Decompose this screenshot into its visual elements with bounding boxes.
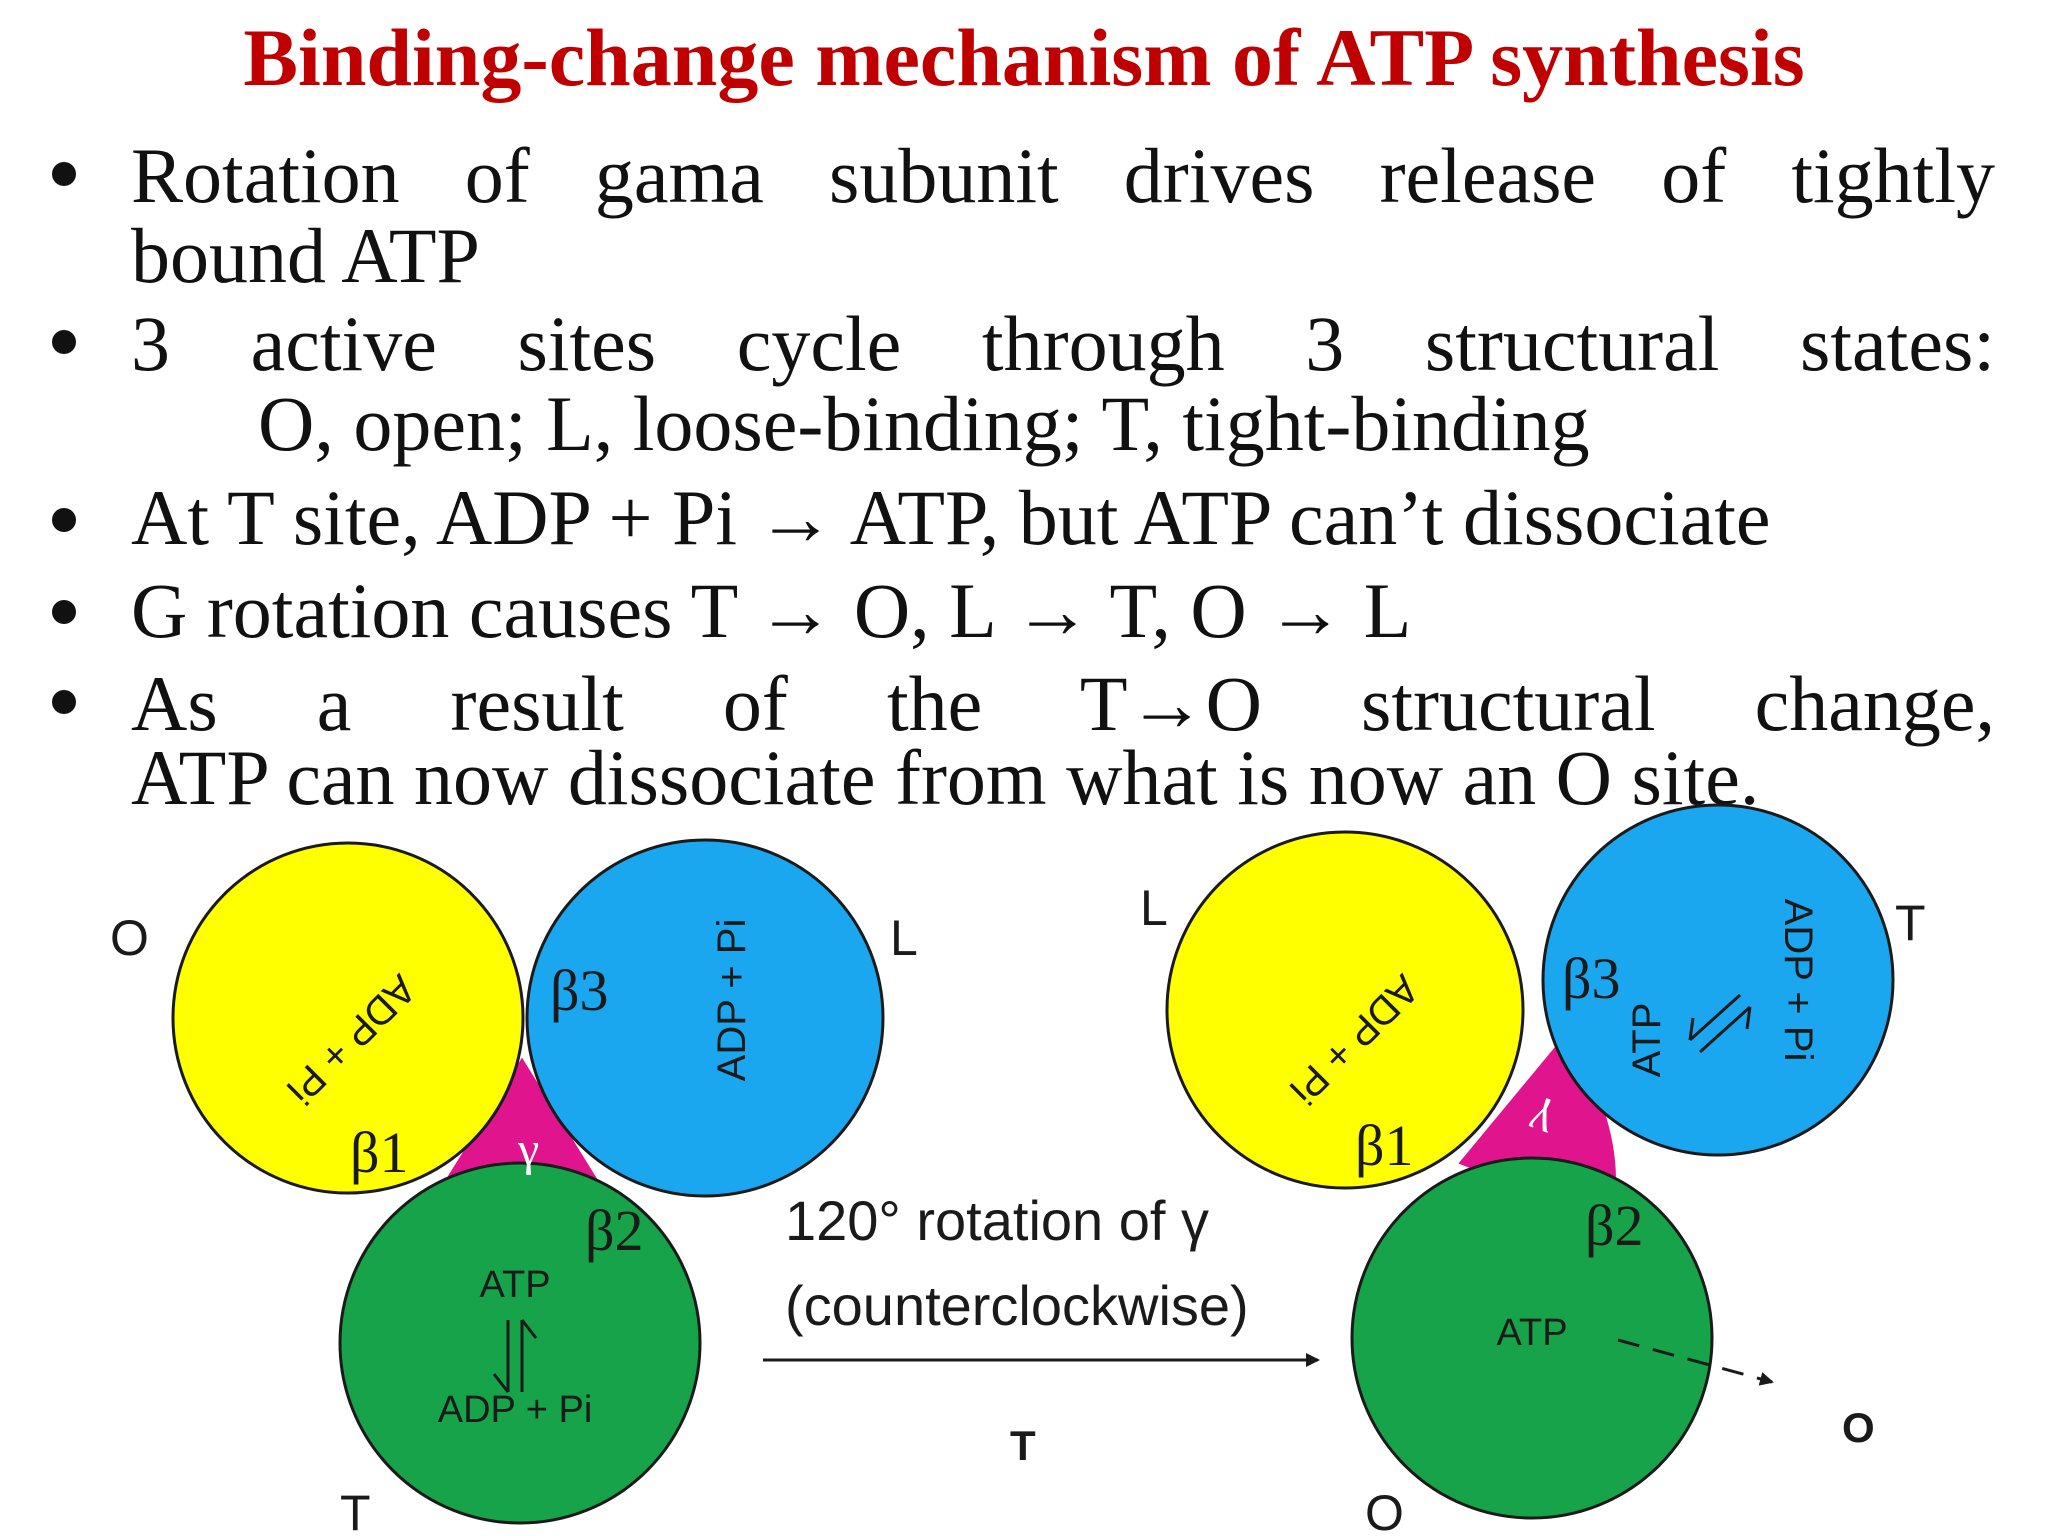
left-equilibrium-arrows: [492, 1319, 538, 1393]
bullet-dot: [52, 508, 76, 532]
left-beta1-label: β1: [350, 1120, 409, 1185]
rotation-arrow-group: 120° rotation of γ (counterclockwise) T: [763, 1189, 1320, 1469]
bullet-dot: [52, 162, 76, 186]
rotation-label-line2: (counterclockwise): [785, 1274, 1249, 1337]
bullet-5-line-1: As a result of the T→O structural change…: [131, 660, 1995, 747]
left-gamma-label: γ: [517, 1123, 539, 1176]
left-state-b2-label: T: [340, 1485, 371, 1536]
left-beta2-circle: [338, 1161, 702, 1525]
right-beta1-label: β1: [1355, 1113, 1414, 1178]
left-b2-bottom: ADP + Pi: [438, 1389, 593, 1431]
bullet-dot: [52, 690, 76, 714]
left-beta2-label: β2: [585, 1198, 644, 1263]
right-beta1-circle: [1165, 830, 1525, 1190]
right-b2-content: ATP: [1496, 1312, 1567, 1354]
bullet-dot: [52, 330, 76, 354]
bullet-dot: [52, 600, 76, 624]
right-beta3-label: β3: [1562, 946, 1621, 1011]
left-state-b3-label: L: [890, 910, 918, 966]
right-equilibrium-arrows: [1688, 993, 1752, 1054]
right-state-b1-label: L: [1140, 880, 1168, 936]
right-state-b3-label: T: [1895, 895, 1926, 951]
left-b3-content: ADP + Pi: [710, 919, 754, 1082]
left-beta3-label: β3: [550, 958, 609, 1023]
bullet-2-line-1: 3 active sites cycle through 3 structura…: [131, 300, 1995, 387]
left-state-b1-label: O: [110, 910, 149, 966]
bullet-1-line-2: bound ATP: [131, 212, 480, 299]
released-site-label: O: [1842, 1404, 1875, 1451]
bullet-2-line-2: O, open; L, loose-binding; T, tight-bind…: [258, 380, 1590, 467]
left-beta3-circle: [525, 838, 885, 1198]
release-arrow: [1617, 1338, 1774, 1386]
bullet-4-line-1: G rotation causes T → O, L → T, O → L: [131, 567, 1412, 654]
right-beta3-circle: [1541, 803, 1895, 1157]
left-complex: O L T β1 β3 β2 γ ADP + Pi ADP + Pi ATP A…: [110, 838, 918, 1536]
rotation-label-line1: 120° rotation of γ: [785, 1189, 1209, 1252]
slide-title: Binding-change mechanism of ATP synthesi…: [243, 12, 1805, 103]
right-beta2-label: β2: [1585, 1193, 1644, 1258]
right-b3-right: ADP + Pi: [1776, 899, 1820, 1062]
bullet-3-line-1: At T site, ADP + Pi → ATP, but ATP can’t…: [131, 474, 1771, 561]
rotation-below-label: T: [1010, 1422, 1036, 1469]
right-beta2-circle: [1350, 1156, 1714, 1520]
right-state-b2-label: O: [1365, 1485, 1404, 1536]
bullet-1-line-1: Rotation of gama subunit drives release …: [131, 132, 1995, 219]
right-b3-left: ATP: [1625, 1003, 1669, 1078]
left-beta1-circle: [171, 841, 525, 1195]
bullet-5-line-2: ATP can now dissociate from what is now …: [131, 734, 1760, 821]
left-b2-top: ATP: [479, 1264, 550, 1306]
right-complex: L T O β1 β3 β2 γ ADP + Pi ATP ADP + Pi A…: [1140, 803, 1926, 1536]
